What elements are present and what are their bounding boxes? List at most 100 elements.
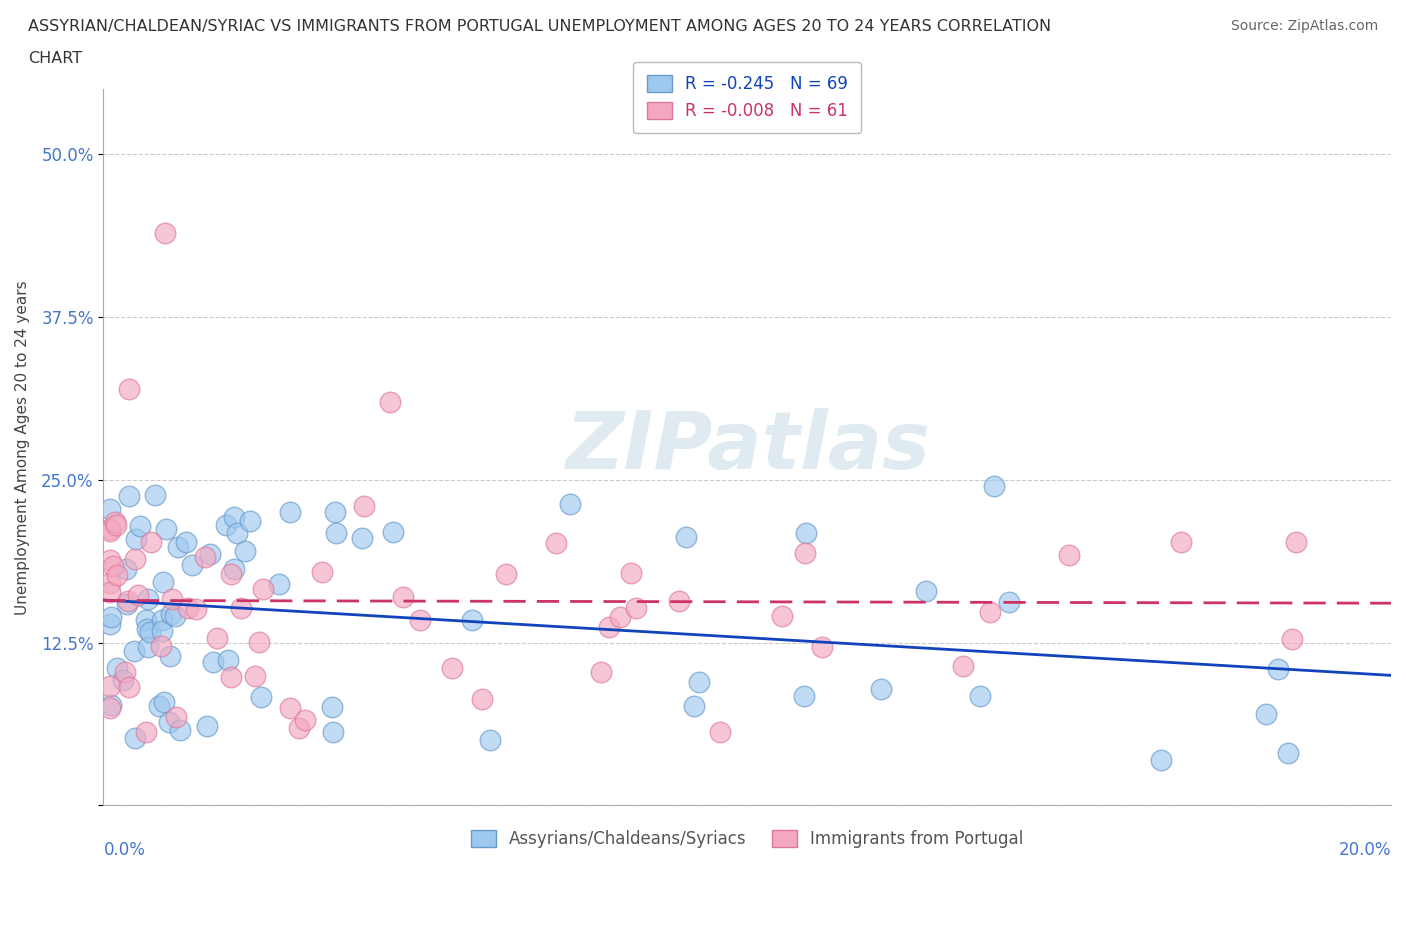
- Point: [609, 609, 631, 624]
- Text: Source: ZipAtlas.com: Source: ZipAtlas.com: [1230, 19, 1378, 33]
- Point: [794, 525, 817, 540]
- Point: [174, 535, 197, 550]
- Point: [219, 566, 242, 581]
- Point: [229, 601, 252, 616]
- Point: [98, 502, 121, 517]
- Point: [114, 665, 136, 680]
- Point: [150, 623, 173, 638]
- Point: [159, 648, 181, 663]
- Point: [165, 710, 187, 724]
- Point: [1256, 707, 1278, 722]
- Point: [127, 588, 149, 603]
- Point: [138, 640, 160, 655]
- Point: [136, 591, 159, 606]
- Point: [150, 613, 173, 628]
- Point: [195, 718, 218, 733]
- Point: [269, 577, 291, 591]
- Point: [409, 613, 432, 628]
- Point: [709, 725, 731, 740]
- Text: 20.0%: 20.0%: [1339, 842, 1391, 859]
- Point: [98, 584, 121, 599]
- Point: [114, 562, 136, 577]
- Point: [124, 551, 146, 566]
- Point: [111, 673, 134, 688]
- Point: [983, 479, 1005, 494]
- Point: [104, 517, 127, 532]
- Point: [207, 631, 229, 645]
- Point: [869, 682, 891, 697]
- Point: [544, 536, 567, 551]
- Y-axis label: Unemployment Among Ages 20 to 24 years: Unemployment Among Ages 20 to 24 years: [15, 280, 30, 615]
- Point: [350, 530, 373, 545]
- Text: CHART: CHART: [28, 51, 82, 66]
- Point: [1267, 661, 1289, 676]
- Point: [793, 689, 815, 704]
- Point: [219, 670, 242, 684]
- Legend: Assyrians/Chaldeans/Syriacs, Immigrants from Portugal: Assyrians/Chaldeans/Syriacs, Immigrants …: [464, 823, 1031, 855]
- Point: [162, 592, 184, 607]
- Point: [969, 689, 991, 704]
- Point: [103, 559, 125, 574]
- Point: [249, 690, 271, 705]
- Point: [392, 590, 415, 604]
- Point: [104, 514, 127, 529]
- Point: [157, 715, 180, 730]
- Point: [688, 674, 710, 689]
- Point: [215, 517, 238, 532]
- Point: [105, 661, 128, 676]
- Point: [100, 698, 122, 712]
- Point: [98, 617, 121, 631]
- Point: [117, 593, 139, 608]
- Point: [184, 602, 207, 617]
- Point: [177, 601, 200, 616]
- Point: [311, 565, 333, 579]
- Point: [252, 581, 274, 596]
- Point: [675, 529, 697, 544]
- Point: [353, 498, 375, 513]
- Point: [247, 634, 270, 649]
- Point: [115, 597, 138, 612]
- Point: [167, 539, 190, 554]
- Point: [915, 583, 938, 598]
- Point: [1150, 752, 1173, 767]
- Point: [149, 639, 172, 654]
- Point: [169, 723, 191, 737]
- Point: [100, 610, 122, 625]
- Point: [278, 700, 301, 715]
- Point: [98, 522, 121, 537]
- Point: [239, 513, 262, 528]
- Point: [194, 550, 217, 565]
- Point: [325, 525, 347, 540]
- Point: [222, 561, 245, 576]
- Point: [98, 700, 121, 715]
- Point: [979, 604, 1001, 619]
- Point: [1281, 631, 1303, 646]
- Point: [233, 543, 256, 558]
- Point: [495, 566, 517, 581]
- Point: [997, 594, 1019, 609]
- Text: ASSYRIAN/CHALDEAN/SYRIAC VS IMMIGRANTS FROM PORTUGAL UNEMPLOYMENT AMONG AGES 20 : ASSYRIAN/CHALDEAN/SYRIAC VS IMMIGRANTS F…: [28, 19, 1052, 33]
- Point: [98, 524, 121, 538]
- Point: [591, 664, 613, 679]
- Point: [461, 612, 484, 627]
- Point: [294, 712, 316, 727]
- Point: [952, 658, 974, 673]
- Point: [98, 678, 121, 693]
- Point: [135, 724, 157, 739]
- Point: [98, 576, 121, 591]
- Point: [159, 606, 181, 621]
- Point: [1170, 535, 1192, 550]
- Text: ZIPatlas: ZIPatlas: [565, 408, 929, 486]
- Point: [323, 505, 346, 520]
- Point: [200, 546, 222, 561]
- Point: [153, 225, 176, 240]
- Point: [1277, 746, 1299, 761]
- Point: [624, 601, 647, 616]
- Point: [118, 488, 141, 503]
- Point: [128, 519, 150, 534]
- Point: [148, 698, 170, 713]
- Point: [1059, 548, 1081, 563]
- Point: [134, 612, 156, 627]
- Point: [243, 669, 266, 684]
- Point: [378, 394, 401, 409]
